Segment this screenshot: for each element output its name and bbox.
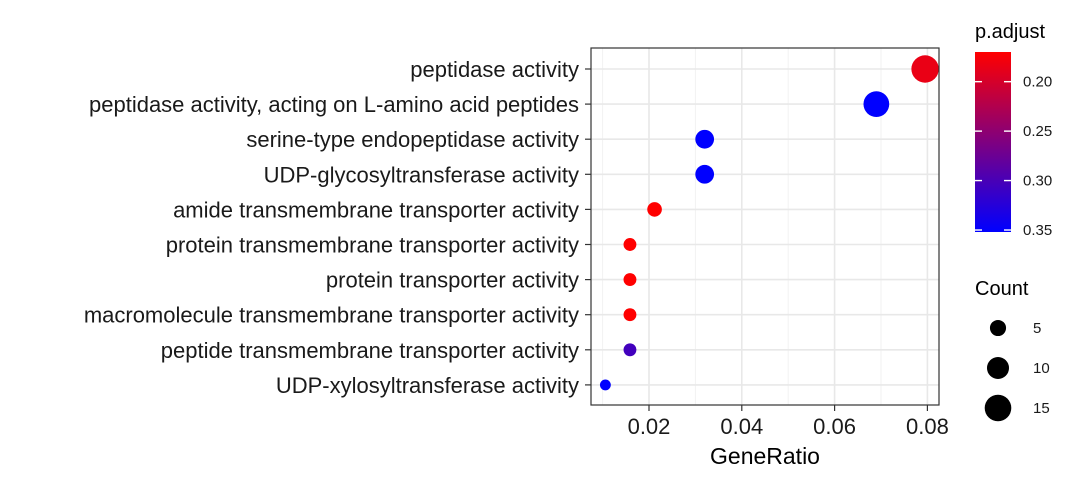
size-legend-dot bbox=[986, 356, 1010, 380]
color-legend-title: p.adjust bbox=[975, 21, 1045, 43]
data-points bbox=[599, 55, 939, 391]
data-point bbox=[623, 238, 637, 251]
axis-ticks bbox=[585, 68, 929, 411]
size-legend-label: 15 bbox=[1033, 400, 1050, 417]
colorbar-tick-label: 0.25 bbox=[1023, 123, 1052, 140]
category-label: protein transporter activity bbox=[326, 268, 579, 293]
x-tick-label: 0.08 bbox=[906, 414, 949, 439]
color-legend-ticks: 0.20 0.25 0.30 0.35 bbox=[975, 74, 1052, 239]
data-point bbox=[695, 164, 715, 184]
size-legend: Count 5 10 15 bbox=[975, 278, 1050, 422]
data-point bbox=[623, 308, 637, 322]
category-label: amide transmembrane transporter activity bbox=[173, 197, 579, 222]
data-point bbox=[623, 343, 637, 357]
category-label: UDP-xylosyltransferase activity bbox=[276, 373, 579, 398]
data-point bbox=[599, 379, 611, 391]
size-legend-entries: 5 10 15 bbox=[984, 319, 1050, 422]
x-axis-title: GeneRatio bbox=[710, 443, 820, 469]
colorbar-tick-label: 0.20 bbox=[1023, 74, 1052, 91]
data-point bbox=[911, 55, 939, 83]
color-legend: p.adjust 0.20 0.25 0.30 0.35 bbox=[975, 21, 1052, 239]
size-legend-title: Count bbox=[975, 278, 1029, 300]
axis-labels: 0.02 0.04 0.06 0.08 peptidase activity peptid… bbox=[84, 57, 949, 439]
size-legend-label: 10 bbox=[1033, 360, 1050, 377]
category-label: peptidase activity, acting on L-amino ac… bbox=[89, 92, 579, 117]
size-legend-label: 5 bbox=[1033, 320, 1041, 337]
category-label: peptidase activity bbox=[410, 57, 579, 82]
x-tick-label: 0.02 bbox=[628, 414, 671, 439]
x-tick-label: 0.04 bbox=[720, 414, 763, 439]
data-point bbox=[647, 202, 662, 217]
category-label: peptide transmembrane transporter activi… bbox=[161, 338, 579, 363]
data-point bbox=[695, 129, 715, 149]
category-label: protein transmembrane transporter activi… bbox=[166, 233, 579, 258]
data-point bbox=[623, 273, 637, 287]
category-label: macromolecule transmembrane transporter … bbox=[84, 303, 579, 328]
color-legend-bar bbox=[975, 52, 1011, 232]
colorbar-tick-label: 0.35 bbox=[1023, 222, 1052, 239]
colorbar-tick-label: 0.30 bbox=[1023, 173, 1052, 190]
size-legend-dot bbox=[989, 319, 1007, 337]
x-tick-label: 0.06 bbox=[813, 414, 856, 439]
category-label: UDP-glycosyltransferase activity bbox=[264, 162, 579, 187]
plot-panel-border bbox=[590, 47, 940, 406]
category-label: serine-type endopeptidase activity bbox=[246, 127, 579, 152]
size-legend-dot bbox=[984, 394, 1012, 422]
data-point bbox=[863, 91, 890, 117]
